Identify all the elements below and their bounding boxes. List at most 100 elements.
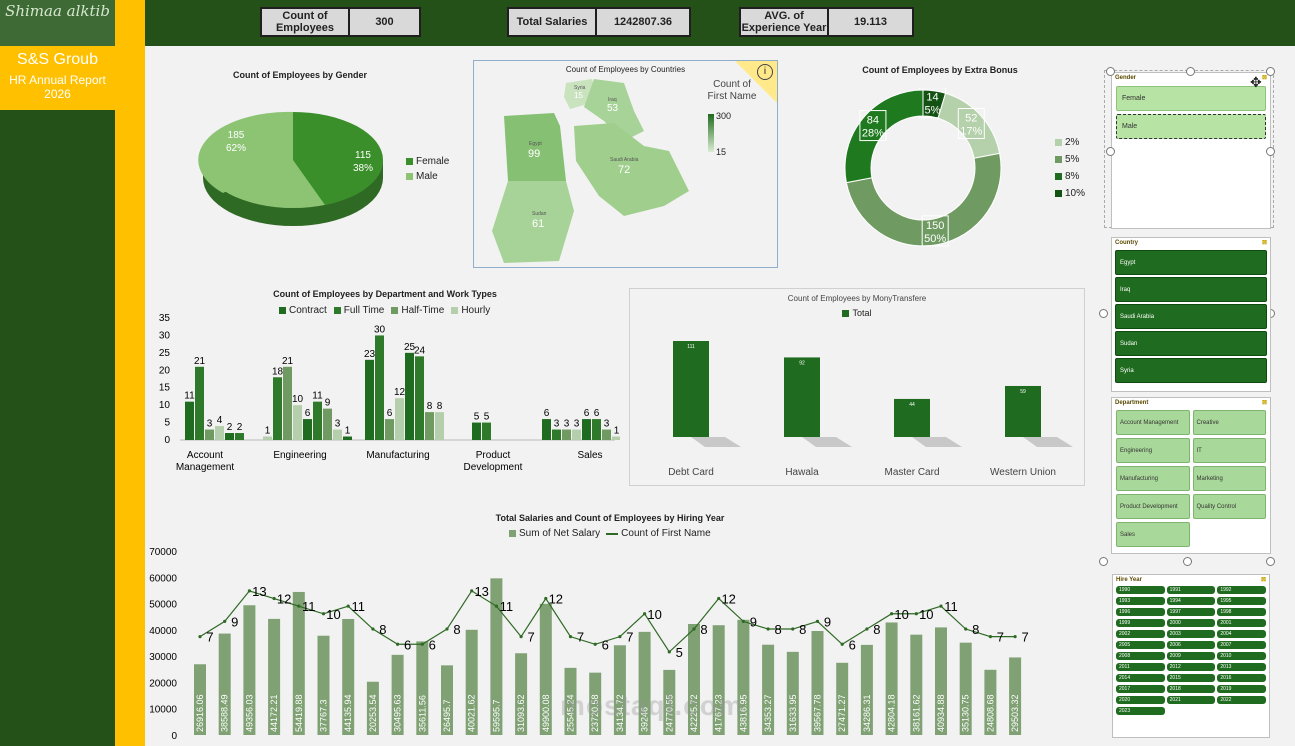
slicer-item-year[interactable]: 2008 [1116,652,1165,660]
slicer-item-syria[interactable]: Syria [1115,358,1267,383]
slicer-item-year[interactable]: 2023 [1116,707,1165,715]
info-icon[interactable]: i [757,64,773,80]
slicer-item-year[interactable]: 1992 [1217,586,1266,594]
countries-map-chart[interactable]: Count of Employees by Countries Syria 15 … [473,60,778,268]
salary-bar [811,630,824,735]
slicer-item-year[interactable]: 2016 [1217,674,1266,682]
count-point [519,635,523,639]
y-tick-label: 5 [164,418,170,429]
count-point [247,589,251,593]
salary-bar-label: 44135.94 [343,694,353,732]
hire-year-slicer[interactable]: Hire Year ⊠ 1990 1991 1992 1993 1994 1995 1996 1… [1112,574,1270,738]
slicer-item-female[interactable]: Female [1116,86,1266,111]
legend-10pct: 10% [1055,188,1085,199]
slicer-item-sales[interactable]: Sales [1116,522,1190,547]
dept-bar [215,426,224,440]
slicer-item-year[interactable]: 2004 [1217,630,1266,638]
slicer-item-year[interactable]: 2011 [1116,663,1165,671]
slicer-item-year[interactable]: 2006 [1166,641,1216,649]
y-tick-label: 10000 [149,705,177,716]
resize-handle[interactable] [1266,67,1275,76]
count-point [445,627,449,631]
slicer-item-year[interactable]: 2007 [1217,641,1266,649]
slicer-item-year[interactable]: 1993 [1116,597,1165,605]
slicer-item-sudan[interactable]: Sudan [1115,331,1267,356]
clear-filter-icon[interactable]: ⊠ [1261,240,1267,246]
slicer-item-year[interactable]: 2020 [1116,696,1165,704]
resize-handle[interactable] [1186,67,1195,76]
slicer-item-manufacturing[interactable]: Manufacturing [1116,466,1190,491]
department-slicer[interactable]: Department ⊠ Account Management Creative En… [1111,397,1271,554]
slicer-item-year[interactable]: 2022 [1217,696,1266,704]
resize-handle[interactable] [1266,147,1275,156]
count-point [544,596,548,601]
salary-bar [539,603,552,735]
slicer-item-year[interactable]: 2000 [1166,619,1216,627]
dept-bar [602,429,611,440]
count-label: 10 [647,607,661,622]
count-point [914,612,918,616]
slicer-item-year[interactable]: 2009 [1166,652,1216,660]
slicer-item-year[interactable]: 2017 [1116,685,1165,693]
slicer-item-year[interactable]: 1998 [1217,608,1266,616]
salary-bar-label: 39246 [640,707,650,732]
slicer-item-egypt[interactable]: Egypt [1115,250,1267,275]
resize-handle[interactable] [1266,557,1275,566]
slicer-item-year[interactable]: 2015 [1166,674,1216,682]
resize-handle[interactable] [1099,557,1108,566]
count-point [272,596,276,601]
donut-pct: 17% [960,126,982,138]
slicer-item-marketing[interactable]: Marketing [1192,466,1266,491]
money-transfer-chart: 111 Debt Card 92 Hawala 44 Master Card 59 Weste… [668,341,1073,478]
resize-handle[interactable] [1099,309,1108,318]
slicer-item-year[interactable]: 2013 [1217,663,1266,671]
slicer-item-year[interactable]: 1990 [1116,586,1165,594]
slicer-item-male[interactable]: Male [1116,114,1266,139]
resize-handle[interactable] [1106,147,1115,156]
slicer-item-year[interactable]: 1995 [1217,597,1266,605]
salary-bar-label: 54419.88 [294,694,304,732]
slicer-item-year[interactable]: 1996 [1116,608,1165,616]
dept-bar-label: 1 [265,426,271,437]
slicer-item-year[interactable]: 1997 [1166,608,1216,616]
resize-handle[interactable] [1106,67,1115,76]
clear-filter-icon[interactable]: ⊠ [1261,400,1267,406]
dept-bar [185,401,194,440]
slicer-item-year[interactable]: 2021 [1166,696,1216,704]
clear-filter-icon[interactable]: ⊠ [1261,75,1267,81]
slicer-item-year[interactable]: 2019 [1217,685,1266,693]
dept-bar-label: 6 [584,408,590,419]
slicer-item-year[interactable]: 2001 [1217,619,1266,627]
region-saudi [574,123,689,216]
slicer-item-product-development[interactable]: Product Development [1116,494,1190,519]
slicer-item-year[interactable]: 2018 [1166,685,1216,693]
slicer-item-year[interactable]: 1991 [1166,586,1216,594]
resize-handle[interactable] [1183,557,1192,566]
dept-bar [205,429,214,440]
svg-text:Sudan: Sudan [532,211,547,217]
count-point [321,612,326,616]
slicer-item-year[interactable]: 2012 [1166,663,1216,671]
slicer-item-engineering[interactable]: Engineering [1116,438,1190,463]
slicer-item-year[interactable]: 2003 [1166,630,1216,638]
clear-filter-icon[interactable]: ⊠ [1260,577,1266,583]
slicer-item-iraq[interactable]: Iraq [1115,277,1267,302]
slicer-item-year[interactable]: 1999 [1116,619,1165,627]
gender-slicer[interactable]: Gender ⊠ Female Male [1111,72,1271,229]
report-subtitle: HR Annual Report 2026 [9,73,106,101]
dept-bar-label: 10 [292,394,304,405]
slicer-item-year[interactable]: 2010 [1217,652,1266,660]
slicer-item-year[interactable]: 1994 [1166,597,1216,605]
slicer-item-it[interactable]: IT [1192,438,1266,463]
gender-pie-chart: 185 62% 115 38% [198,111,384,226]
slicer-item-year[interactable]: 2014 [1116,674,1165,682]
slicer-item-year[interactable]: 2005 [1116,641,1165,649]
salary-bar [885,622,898,735]
salary-bar-label: 31093.62 [516,694,526,732]
country-slicer[interactable]: Country ⊠ Egypt Iraq Saudi Arabia Sudan S… [1111,237,1271,392]
slicer-item-quality-control[interactable]: Quality Control [1192,494,1266,519]
slicer-item-account-management[interactable]: Account Management [1116,410,1190,435]
slicer-item-creative[interactable]: Creative [1192,410,1266,435]
slicer-item-saudi-arabia[interactable]: Saudi Arabia [1115,304,1267,329]
slicer-item-year[interactable]: 2002 [1116,630,1165,638]
